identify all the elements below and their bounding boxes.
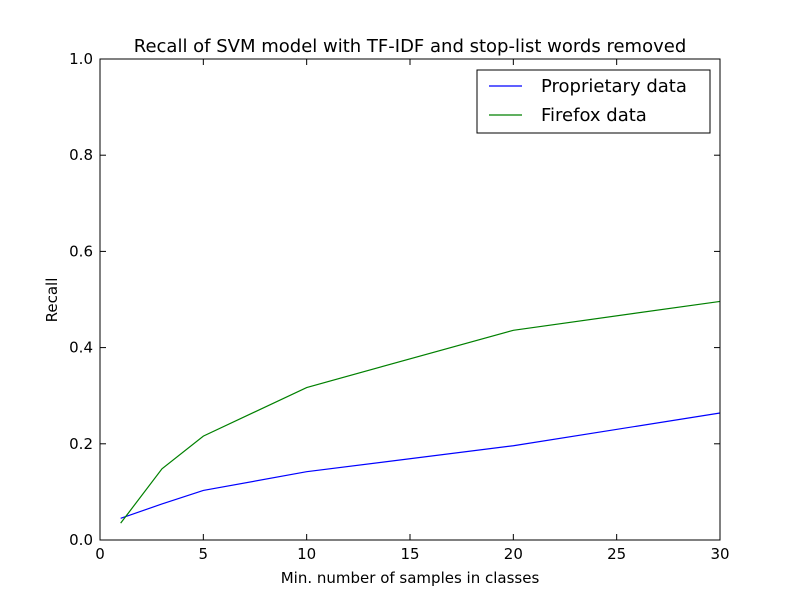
y-axis-label: Recall <box>43 278 61 323</box>
legend-label: Proprietary data <box>541 76 687 97</box>
y-tick-label: 0.0 <box>69 531 93 549</box>
x-tick-label: 30 <box>710 545 729 563</box>
x-axis-label: Min. number of samples in classes <box>281 569 540 587</box>
y-tick-label: 1.0 <box>69 50 93 68</box>
y-tick-label: 0.4 <box>69 339 93 357</box>
legend-box <box>476 69 711 134</box>
plot-frame <box>99 58 721 541</box>
x-tick-label: 5 <box>199 545 209 563</box>
series-line-firefox-data <box>120 300 721 524</box>
y-tick-label: 0.8 <box>69 146 93 164</box>
x-tick-label: 0 <box>95 545 105 563</box>
legend-items: Proprietary data Firefox data <box>489 76 687 126</box>
x-tick-label: 20 <box>504 545 523 563</box>
y-tick-label: 0.2 <box>69 435 93 453</box>
y-axis-ticks: 0.0 0.2 0.4 0.6 0.8 1.0 <box>69 50 720 549</box>
x-tick-label: 25 <box>607 545 626 563</box>
x-tick-label: 15 <box>400 545 419 563</box>
chart-title: Recall of SVM model with TF-IDF and stop… <box>134 36 687 57</box>
y-tick-label: 0.6 <box>69 242 93 260</box>
x-tick-label: 10 <box>297 545 316 563</box>
legend: Proprietary data Firefox data <box>476 69 711 134</box>
legend-label: Firefox data <box>541 105 647 126</box>
series-line-proprietary-data <box>120 412 721 519</box>
series-lines <box>120 300 721 524</box>
